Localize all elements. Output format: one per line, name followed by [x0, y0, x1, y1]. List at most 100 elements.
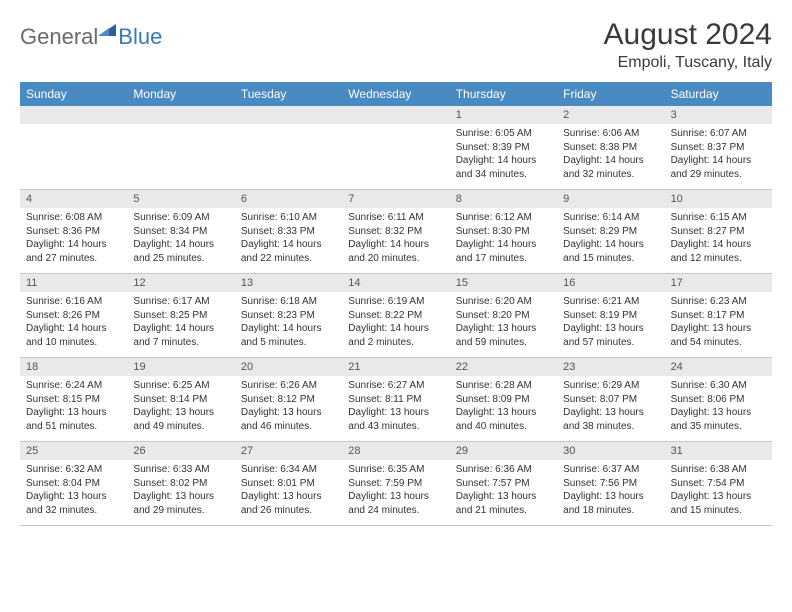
- header: General Blue August 2024 Empoli, Tuscany…: [20, 18, 772, 72]
- sunrise-text: Sunrise: 6:27 AM: [348, 379, 443, 393]
- sunrise-text: Sunrise: 6:37 AM: [563, 463, 658, 477]
- day-detail: Sunrise: 6:07 AMSunset: 8:37 PMDaylight:…: [665, 124, 772, 189]
- sunrise-text: Sunrise: 6:35 AM: [348, 463, 443, 477]
- daylight-text: Daylight: 13 hours and 46 minutes.: [241, 406, 336, 433]
- month-title: August 2024: [604, 18, 772, 52]
- sunrise-text: Sunrise: 6:16 AM: [26, 295, 121, 309]
- day-detail: Sunrise: 6:34 AMSunset: 8:01 PMDaylight:…: [235, 460, 342, 525]
- sunset-text: Sunset: 8:09 PM: [456, 393, 551, 407]
- location: Empoli, Tuscany, Italy: [604, 54, 772, 72]
- sunrise-text: Sunrise: 6:30 AM: [671, 379, 766, 393]
- sunrise-text: Sunrise: 6:29 AM: [563, 379, 658, 393]
- dow-header-row: Sunday Monday Tuesday Wednesday Thursday…: [20, 82, 772, 106]
- day-detail: Sunrise: 6:14 AMSunset: 8:29 PMDaylight:…: [557, 208, 664, 273]
- sunrise-text: Sunrise: 6:09 AM: [133, 211, 228, 225]
- sunset-text: Sunset: 7:59 PM: [348, 477, 443, 491]
- day-detail: Sunrise: 6:06 AMSunset: 8:38 PMDaylight:…: [557, 124, 664, 189]
- sunset-text: Sunset: 8:04 PM: [26, 477, 121, 491]
- day-number: 31: [665, 442, 772, 460]
- sunset-text: Sunset: 8:15 PM: [26, 393, 121, 407]
- daylight-text: Daylight: 14 hours and 22 minutes.: [241, 238, 336, 265]
- detail-row: Sunrise: 6:08 AMSunset: 8:36 PMDaylight:…: [20, 208, 772, 274]
- sunrise-text: Sunrise: 6:23 AM: [671, 295, 766, 309]
- daylight-text: Daylight: 13 hours and 57 minutes.: [563, 322, 658, 349]
- day-detail: Sunrise: 6:35 AMSunset: 7:59 PMDaylight:…: [342, 460, 449, 525]
- sunset-text: Sunset: 8:26 PM: [26, 309, 121, 323]
- sunrise-text: Sunrise: 6:10 AM: [241, 211, 336, 225]
- logo-text-blue: Blue: [118, 24, 162, 50]
- daylight-text: Daylight: 13 hours and 32 minutes.: [26, 490, 121, 517]
- detail-row: Sunrise: 6:16 AMSunset: 8:26 PMDaylight:…: [20, 292, 772, 358]
- daynum-row: 25262728293031: [20, 442, 772, 460]
- day-detail: Sunrise: 6:28 AMSunset: 8:09 PMDaylight:…: [450, 376, 557, 441]
- daylight-text: Daylight: 13 hours and 15 minutes.: [671, 490, 766, 517]
- dow-wednesday: Wednesday: [342, 82, 449, 106]
- daylight-text: Daylight: 14 hours and 34 minutes.: [456, 154, 551, 181]
- day-number: 17: [665, 274, 772, 292]
- dow-thursday: Thursday: [450, 82, 557, 106]
- sunrise-text: Sunrise: 6:06 AM: [563, 127, 658, 141]
- sunrise-text: Sunrise: 6:25 AM: [133, 379, 228, 393]
- sunset-text: Sunset: 8:38 PM: [563, 141, 658, 155]
- day-number: 29: [450, 442, 557, 460]
- day-number: 2: [557, 106, 664, 124]
- sunset-text: Sunset: 8:39 PM: [456, 141, 551, 155]
- day-number: 13: [235, 274, 342, 292]
- sunset-text: Sunset: 8:17 PM: [671, 309, 766, 323]
- day-detail: Sunrise: 6:26 AMSunset: 8:12 PMDaylight:…: [235, 376, 342, 441]
- dow-saturday: Saturday: [665, 82, 772, 106]
- day-detail: Sunrise: 6:20 AMSunset: 8:20 PMDaylight:…: [450, 292, 557, 357]
- day-number: 15: [450, 274, 557, 292]
- day-number: 19: [127, 358, 234, 376]
- sunset-text: Sunset: 8:11 PM: [348, 393, 443, 407]
- daylight-text: Daylight: 14 hours and 15 minutes.: [563, 238, 658, 265]
- detail-row: Sunrise: 6:32 AMSunset: 8:04 PMDaylight:…: [20, 460, 772, 526]
- sunrise-text: Sunrise: 6:38 AM: [671, 463, 766, 477]
- daylight-text: Daylight: 14 hours and 27 minutes.: [26, 238, 121, 265]
- day-number: 3: [665, 106, 772, 124]
- sunrise-text: Sunrise: 6:17 AM: [133, 295, 228, 309]
- dow-friday: Friday: [557, 82, 664, 106]
- sunset-text: Sunset: 8:12 PM: [241, 393, 336, 407]
- day-number: 14: [342, 274, 449, 292]
- sunset-text: Sunset: 7:54 PM: [671, 477, 766, 491]
- day-detail: Sunrise: 6:29 AMSunset: 8:07 PMDaylight:…: [557, 376, 664, 441]
- sunrise-text: Sunrise: 6:32 AM: [26, 463, 121, 477]
- sunset-text: Sunset: 8:27 PM: [671, 225, 766, 239]
- sunset-text: Sunset: 8:07 PM: [563, 393, 658, 407]
- dow-tuesday: Tuesday: [235, 82, 342, 106]
- day-number: 12: [127, 274, 234, 292]
- day-number: 30: [557, 442, 664, 460]
- sunrise-text: Sunrise: 6:28 AM: [456, 379, 551, 393]
- day-number: 9: [557, 190, 664, 208]
- daynum-row: 18192021222324: [20, 358, 772, 376]
- day-detail: Sunrise: 6:37 AMSunset: 7:56 PMDaylight:…: [557, 460, 664, 525]
- day-detail: Sunrise: 6:38 AMSunset: 7:54 PMDaylight:…: [665, 460, 772, 525]
- day-detail: Sunrise: 6:23 AMSunset: 8:17 PMDaylight:…: [665, 292, 772, 357]
- daylight-text: Daylight: 13 hours and 40 minutes.: [456, 406, 551, 433]
- logo-text-general: General: [20, 24, 98, 50]
- day-number: [127, 106, 234, 124]
- sunrise-text: Sunrise: 6:24 AM: [26, 379, 121, 393]
- dow-monday: Monday: [127, 82, 234, 106]
- sunrise-text: Sunrise: 6:36 AM: [456, 463, 551, 477]
- sunset-text: Sunset: 8:01 PM: [241, 477, 336, 491]
- day-detail: Sunrise: 6:36 AMSunset: 7:57 PMDaylight:…: [450, 460, 557, 525]
- detail-row: Sunrise: 6:05 AMSunset: 8:39 PMDaylight:…: [20, 124, 772, 190]
- day-detail: Sunrise: 6:17 AMSunset: 8:25 PMDaylight:…: [127, 292, 234, 357]
- sunset-text: Sunset: 8:25 PM: [133, 309, 228, 323]
- day-number: 16: [557, 274, 664, 292]
- day-number: 23: [557, 358, 664, 376]
- daylight-text: Daylight: 13 hours and 29 minutes.: [133, 490, 228, 517]
- daylight-text: Daylight: 14 hours and 10 minutes.: [26, 322, 121, 349]
- daylight-text: Daylight: 14 hours and 29 minutes.: [671, 154, 766, 181]
- sunrise-text: Sunrise: 6:26 AM: [241, 379, 336, 393]
- day-number: [20, 106, 127, 124]
- daylight-text: Daylight: 14 hours and 20 minutes.: [348, 238, 443, 265]
- day-detail: [127, 124, 234, 189]
- sunset-text: Sunset: 8:33 PM: [241, 225, 336, 239]
- sunset-text: Sunset: 8:36 PM: [26, 225, 121, 239]
- daylight-text: Daylight: 14 hours and 17 minutes.: [456, 238, 551, 265]
- detail-row: Sunrise: 6:24 AMSunset: 8:15 PM Daylight:…: [20, 376, 772, 442]
- daylight-text: Daylight: 13 hours and 24 minutes.: [348, 490, 443, 517]
